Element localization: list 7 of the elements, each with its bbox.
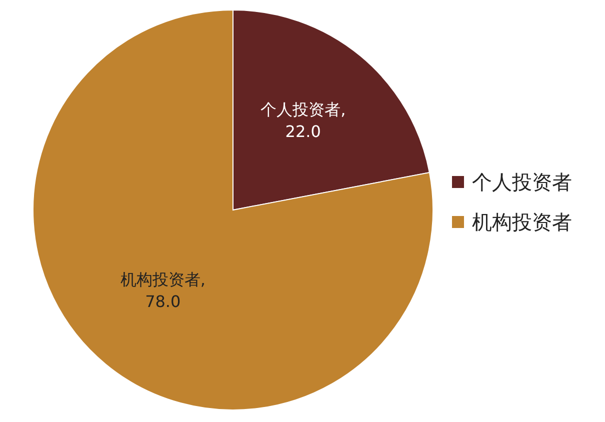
category-label: 机构投资者, bbox=[120, 270, 206, 289]
legend-label: 机构投资者 bbox=[472, 210, 572, 234]
text: 22.0 bbox=[285, 122, 321, 142]
category-label: 个人投资者, bbox=[260, 100, 346, 120]
legend-label: 个人投资者 bbox=[472, 170, 572, 194]
text: 78.0 bbox=[145, 292, 181, 311]
pie-slice bbox=[32, 10, 434, 410]
